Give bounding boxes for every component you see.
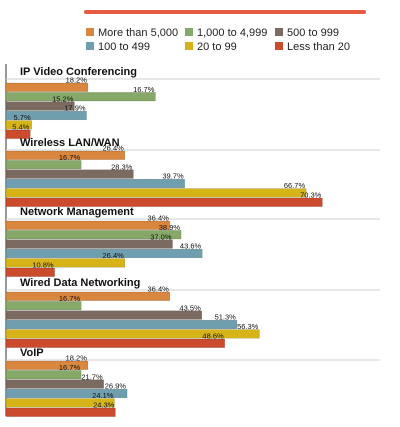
plot-area: IP Video Conferencing18.2%16.7%15.2%17.9… (5, 64, 380, 417)
category-label-2: Network Management (20, 206, 134, 218)
legend-label-1: 1,000 to 4,999 (197, 27, 267, 39)
value-label-1-1: 16.7% (59, 153, 81, 162)
bar-3-0 (5, 291, 171, 301)
value-label-0-0: 18.2% (66, 76, 88, 85)
bar-3-4 (5, 329, 260, 339)
legend-label-0: More than 5,000 (98, 27, 178, 39)
bar-2-4 (5, 258, 126, 268)
legend-label-2: 500 to 999 (287, 27, 339, 39)
bar-4-0 (5, 360, 89, 370)
value-label-0-1: 16.7% (133, 85, 155, 94)
bar-0-4 (5, 120, 32, 130)
value-label-1-0: 26.4% (103, 144, 125, 153)
value-label-0-3: 17.9% (64, 104, 86, 113)
legend-swatch-5 (275, 42, 283, 50)
value-label-4-5: 24.3% (93, 401, 115, 410)
bar-0-3 (5, 110, 87, 121)
value-label-2-2: 37.0% (150, 232, 172, 241)
bar-2-3 (5, 248, 203, 259)
bar-1-0 (5, 150, 126, 160)
category-label-4: VoIP (20, 347, 44, 359)
value-label-0-4: 5.7% (14, 113, 31, 122)
bar-3-1 (5, 301, 82, 311)
legend-swatch-3 (86, 42, 94, 50)
category-label-0: IP Video Conferencing (20, 66, 137, 78)
bar-0-5 (5, 129, 31, 139)
bar-4-4 (5, 398, 115, 408)
value-label-2-0: 36.4% (148, 214, 170, 223)
bar-2-2 (5, 239, 173, 249)
value-label-2-4: 26.4% (103, 251, 125, 260)
value-label-3-0: 36.4% (148, 285, 170, 294)
value-label-3-1: 16.7% (59, 294, 81, 303)
legend-label-5: Less than 20 (287, 41, 350, 53)
value-label-1-4: 66.7% (284, 181, 306, 190)
bar-4-2 (5, 379, 104, 389)
legend-label-4: 20 to 99 (197, 41, 237, 53)
legend-label-3: 100 to 499 (98, 41, 150, 53)
bar-1-1 (5, 160, 82, 170)
bar-3-5 (5, 338, 225, 348)
legend-swatch-1 (185, 28, 193, 36)
value-label-3-3: 51.3% (215, 313, 237, 322)
bar-0-2 (5, 101, 75, 111)
value-label-2-3: 43.6% (180, 242, 202, 251)
bar-1-3 (5, 178, 185, 189)
bar-2-0 (5, 220, 171, 230)
bar-2-1 (5, 230, 182, 240)
bar-4-1 (5, 370, 82, 380)
bar-3-3 (5, 319, 238, 330)
bar-1-5 (5, 197, 323, 207)
value-label-0-2: 15.2% (52, 94, 74, 103)
bar-0-1 (5, 92, 156, 102)
value-label-3-2: 43.5% (179, 303, 201, 312)
legend-swatch-2 (275, 28, 283, 36)
value-label-2-5: 10.8% (32, 261, 54, 270)
bar-2-5 (5, 267, 55, 277)
bar-4-3 (5, 388, 128, 399)
bar-3-2 (5, 310, 202, 320)
value-label-4-3: 26.9% (105, 382, 127, 391)
value-label-2-1: 38.9% (159, 223, 181, 232)
value-label-4-0: 18.2% (66, 354, 88, 363)
legend-swatch-4 (185, 42, 193, 50)
value-label-4-2: 21.7% (81, 372, 103, 381)
legend: More than 5,000 1,000 to 4,999 500 to 999 1… (86, 27, 350, 53)
legend-swatch-0 (86, 28, 94, 36)
category-label-3: Wired Data Networking (20, 277, 140, 289)
value-label-4-4: 24.1% (92, 391, 114, 400)
bar-0-0 (5, 82, 89, 92)
value-label-4-1: 16.7% (59, 363, 81, 372)
bar-4-5 (5, 407, 116, 417)
bar-1-2 (5, 169, 134, 179)
value-label-1-2: 28.3% (111, 162, 133, 171)
value-label-3-4: 56.3% (237, 322, 259, 331)
category-label-1: Wireless LAN/WAN (20, 137, 120, 149)
value-label-1-5: 70.3% (300, 191, 322, 200)
bar-1-4 (5, 188, 307, 198)
value-label-0-5: 5.4% (12, 123, 29, 132)
value-label-1-3: 39.7% (162, 172, 184, 181)
value-label-3-5: 48.6% (202, 332, 224, 341)
